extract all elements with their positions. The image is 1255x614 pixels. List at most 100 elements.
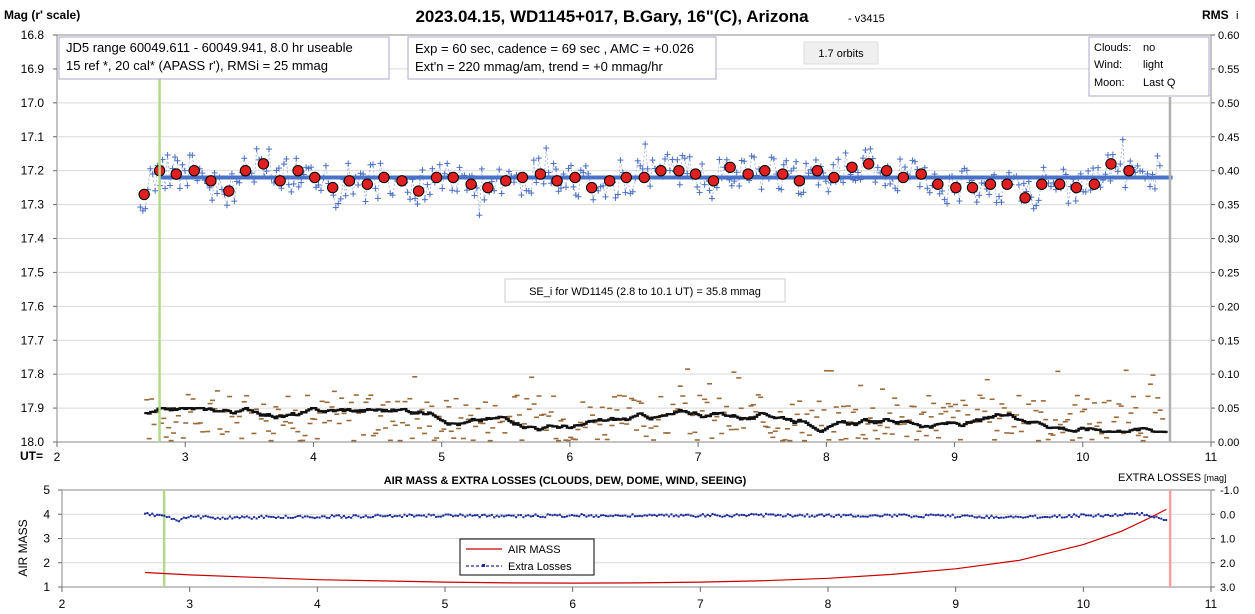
- extra-losses-point: [481, 514, 484, 516]
- top-xtick-label: 2: [54, 450, 61, 464]
- raw-magnitude-point: [647, 183, 654, 190]
- raw-magnitude-point: [681, 155, 688, 162]
- extra-losses-point: [815, 514, 818, 517]
- extra-losses-point: [1090, 514, 1092, 517]
- extra-losses-point: [1051, 515, 1054, 518]
- extra-losses-point: [646, 514, 649, 517]
- extra-losses-point: [687, 513, 690, 516]
- bottom-xtick-label: 5: [442, 597, 449, 611]
- top-xtick-label: 9: [951, 450, 958, 464]
- bottom-right-title: EXTRA LOSSES: [1118, 472, 1201, 484]
- raw-magnitude-point: [426, 191, 433, 198]
- extra-losses-point: [161, 514, 163, 517]
- top-ytick-left-label: 17.8: [21, 367, 45, 381]
- extra-losses-point: [650, 514, 653, 517]
- extra-losses-point: [580, 513, 583, 516]
- extra-losses-point: [1155, 515, 1158, 518]
- extra-losses-point: [876, 514, 879, 517]
- extra-losses-point: [706, 513, 709, 516]
- extra-losses-point: [221, 516, 224, 519]
- raw-magnitude-point: [275, 165, 282, 172]
- extra-losses-point: [689, 514, 692, 517]
- top-version: - v3415: [848, 13, 885, 25]
- extra-losses-point: [973, 516, 976, 519]
- raw-magnitude-point: [602, 193, 609, 200]
- raw-magnitude-point: [562, 184, 569, 191]
- extra-losses-point: [219, 518, 222, 521]
- bottom-ytick-right-label: 3.0: [1220, 582, 1235, 594]
- raw-magnitude-point: [723, 156, 730, 163]
- extra-losses-point: [786, 513, 789, 516]
- raw-magnitude-point: [1025, 178, 1032, 185]
- binned-magnitude-point: [430, 171, 443, 184]
- extra-losses-point: [995, 515, 998, 518]
- extra-losses-point: [670, 513, 673, 516]
- bottom-ytick-left-label: 2: [43, 556, 50, 570]
- extra-losses-point: [733, 514, 736, 517]
- raw-magnitude-point: [184, 182, 191, 189]
- binned-magnitude-point: [412, 185, 425, 197]
- raw-magnitude-point: [481, 196, 488, 203]
- extra-losses-point: [258, 516, 260, 518]
- extra-losses-point: [1116, 514, 1119, 517]
- extra-losses-point: [585, 515, 588, 518]
- extra-losses-point: [260, 514, 263, 517]
- extra-losses-point: [1019, 516, 1022, 518]
- extra-losses-point: [840, 515, 843, 518]
- raw-magnitude-point: [830, 161, 837, 168]
- airmass-line: [144, 508, 1167, 584]
- raw-magnitude-point: [290, 180, 297, 187]
- raw-magnitude-point: [649, 157, 656, 164]
- condition-wind-label: Wind:: [1094, 59, 1122, 71]
- extra-losses-point: [1005, 516, 1008, 519]
- extra-losses-point: [575, 514, 578, 517]
- raw-magnitude-point: [582, 162, 589, 169]
- raw-magnitude-point: [924, 185, 931, 192]
- extra-losses-point: [755, 513, 758, 516]
- raw-magnitude-point: [1095, 164, 1102, 171]
- extra-losses-point: [1041, 516, 1044, 519]
- extra-losses-point: [350, 516, 353, 519]
- extra-losses-point: [750, 512, 753, 515]
- raw-magnitude-point: [545, 169, 552, 176]
- bottom-xtick-label: 6: [569, 597, 576, 611]
- extra-losses-point: [449, 513, 452, 516]
- extra-losses-point: [745, 515, 748, 518]
- top-ytick-left-label: 17.2: [21, 164, 45, 178]
- extra-losses-point: [993, 516, 995, 519]
- binned-magnitude-point: [516, 171, 529, 184]
- extra-losses-point: [789, 514, 792, 517]
- raw-magnitude-point: [241, 155, 248, 162]
- raw-magnitude-point: [162, 185, 169, 192]
- info-box-2-line-1: Exp = 60 sec, cadence = 69 sec , AMC = +…: [415, 41, 694, 56]
- raw-magnitude-point: [855, 169, 862, 176]
- extra-losses-point: [1126, 513, 1129, 516]
- raw-magnitude-point: [686, 153, 693, 160]
- raw-magnitude-point: [1151, 185, 1158, 192]
- raw-magnitude-point: [926, 189, 933, 196]
- extra-losses-point: [1068, 514, 1071, 517]
- raw-magnitude-point: [699, 160, 706, 167]
- extra-losses-point: [942, 514, 944, 517]
- extra-losses-point: [228, 515, 231, 518]
- raw-magnitude-point: [1127, 158, 1134, 165]
- extra-losses-point: [386, 514, 389, 517]
- extra-losses-point: [830, 515, 833, 518]
- raw-magnitude-point: [565, 165, 572, 172]
- extra-losses-point: [796, 514, 799, 517]
- extra-losses-point: [937, 513, 940, 516]
- extra-losses-point: [920, 516, 923, 518]
- raw-magnitude-point: [253, 145, 260, 152]
- extra-losses-point: [158, 513, 161, 516]
- extra-losses-point: [471, 514, 474, 517]
- extra-losses-point: [328, 516, 331, 519]
- extra-losses-point: [522, 516, 525, 519]
- top-title: 2023.04.15, WD1145+017, B.Gary, 16"(C), …: [415, 7, 809, 26]
- extra-losses-point: [908, 514, 911, 517]
- extra-losses-point: [728, 515, 731, 518]
- extra-losses-point: [604, 514, 607, 517]
- extra-losses-point: [1024, 516, 1027, 519]
- extra-losses-point: [663, 514, 666, 517]
- extra-losses-point: [680, 513, 683, 516]
- raw-magnitude-point: [280, 161, 287, 168]
